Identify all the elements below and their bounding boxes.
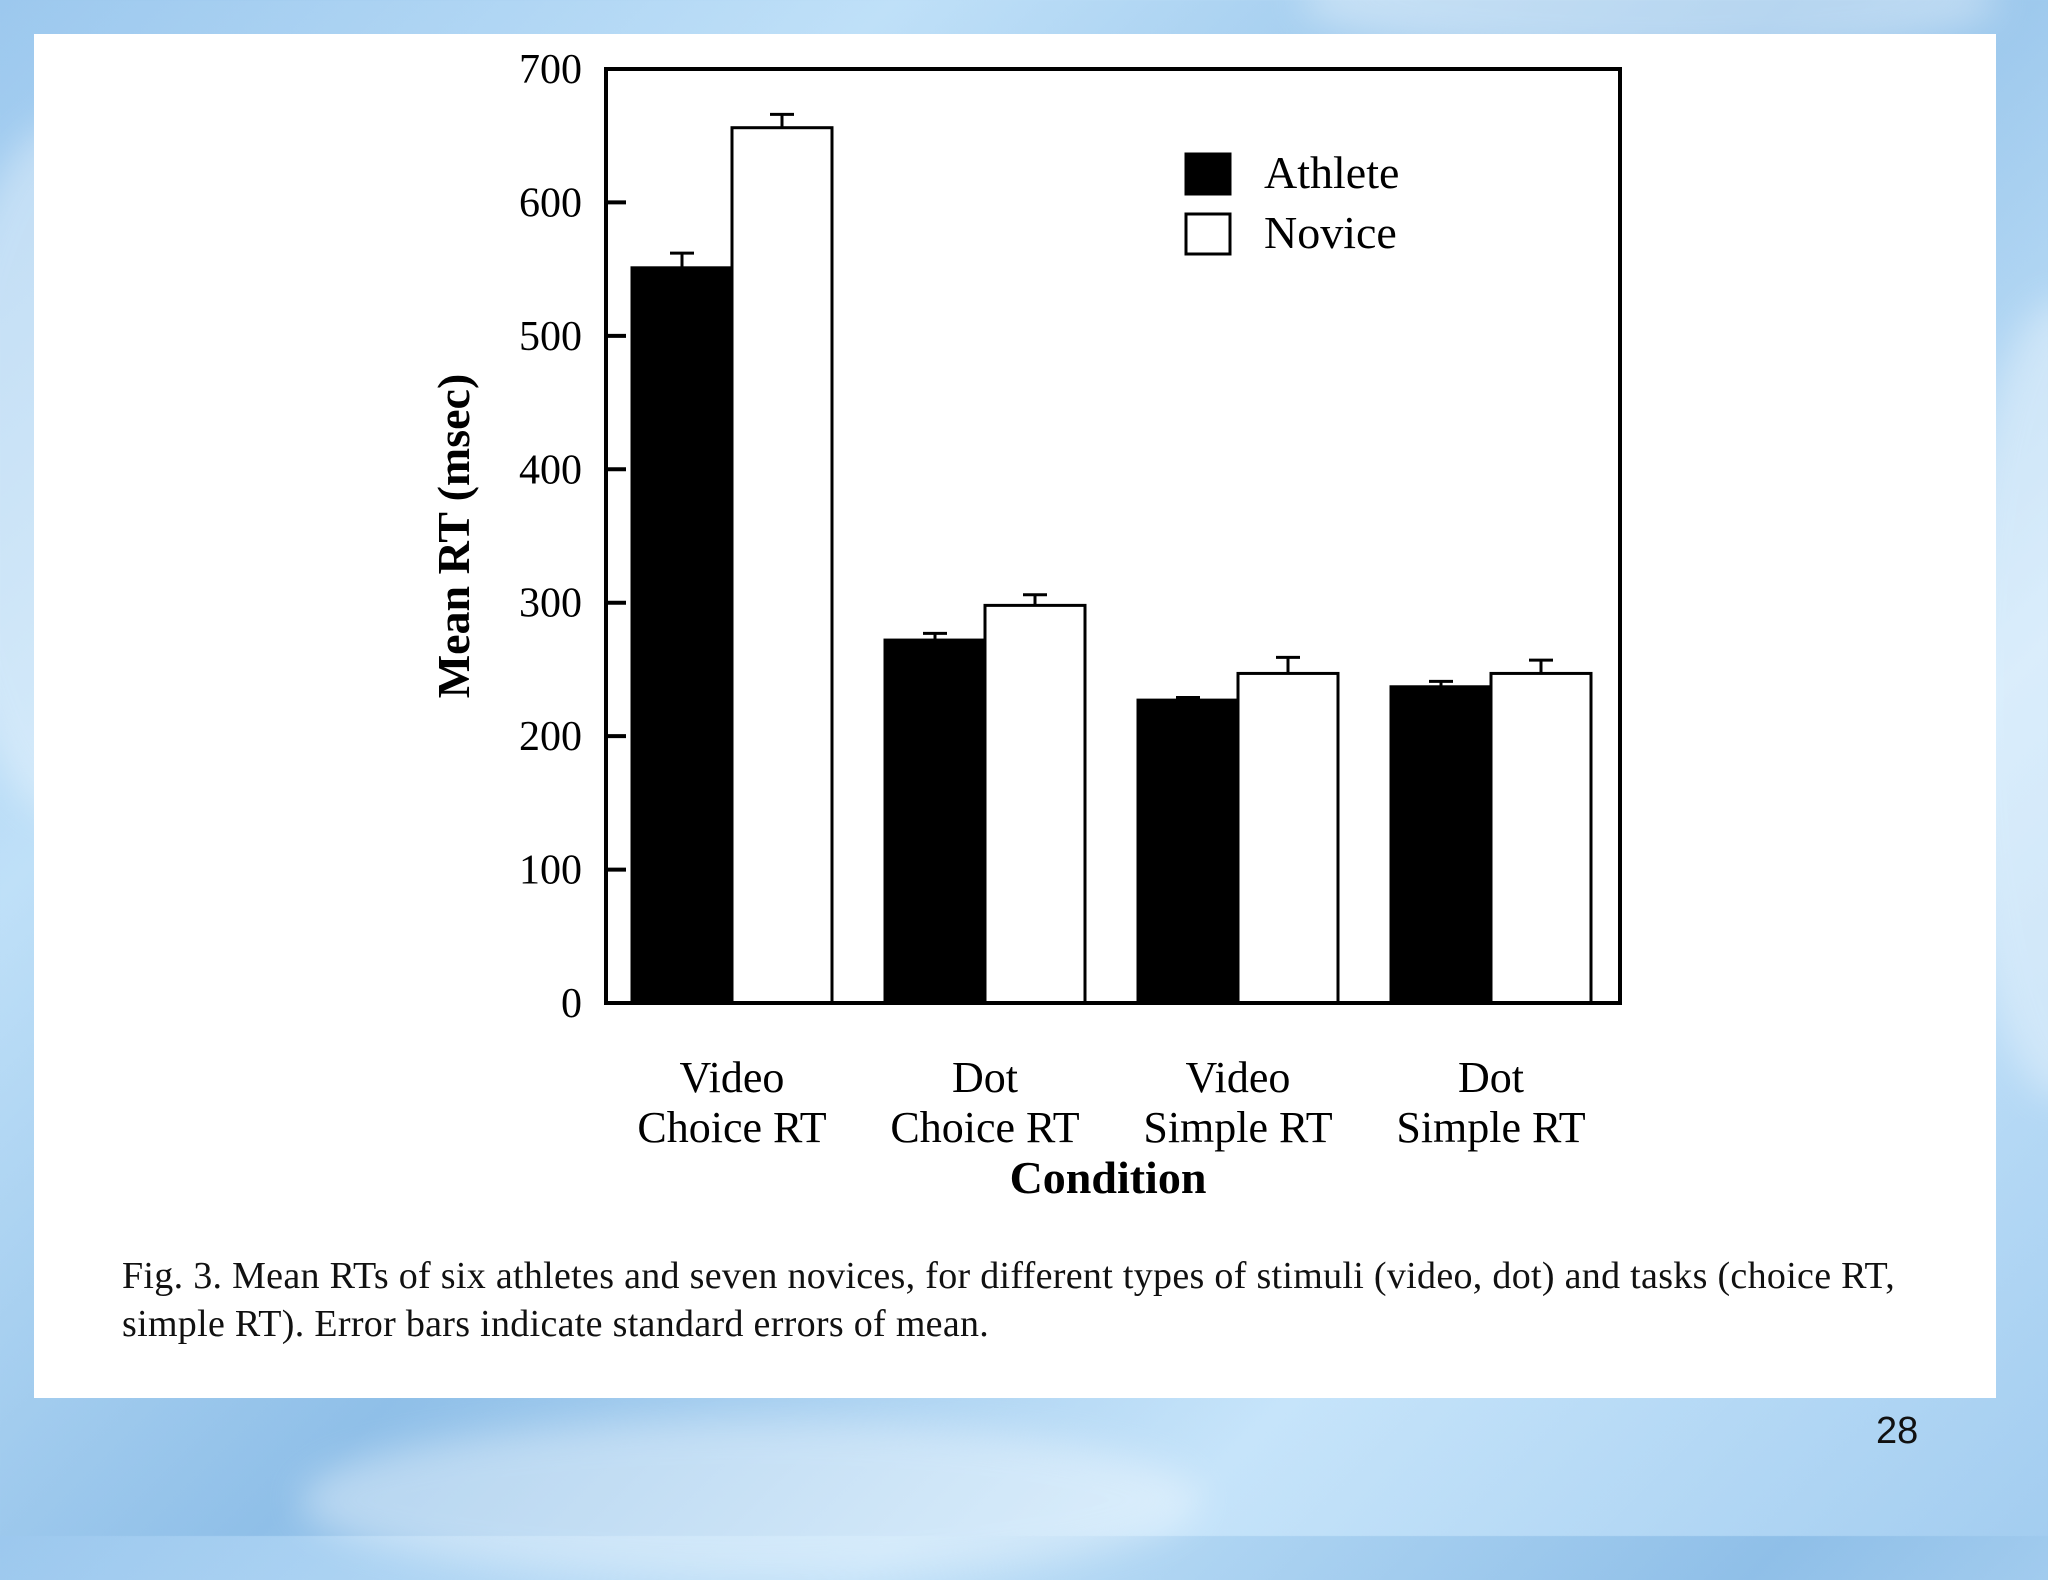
bar-athlete-2: [1136, 698, 1240, 1005]
x-axis-label: Condition: [1010, 1152, 1207, 1203]
y-tick-label: 600: [519, 180, 582, 226]
y-axis-label: Mean RT (msec): [428, 374, 479, 699]
y-tick-label: 400: [519, 447, 582, 493]
y-tick-label: 0: [561, 981, 582, 1027]
y-tick-label: 500: [519, 314, 582, 360]
legend-swatch-novice: [1184, 212, 1232, 256]
x-tick-label: Dot: [952, 1053, 1018, 1102]
x-tick-label: Video: [680, 1053, 785, 1102]
legend: Athlete Novice: [1184, 147, 1399, 258]
bar-athlete-1: [883, 638, 987, 1005]
figure-panel: 0 100 200 300 400 500 600 700 Video Choice RT Dot…: [34, 34, 1996, 1398]
x-tick-label: Simple RT: [1396, 1103, 1585, 1152]
y-tick-label: 200: [519, 714, 582, 760]
plot-frame: [604, 67, 1622, 1005]
y-tick-label: 300: [519, 581, 582, 627]
x-tick-label: Choice RT: [890, 1103, 1079, 1152]
legend-label-novice: Novice: [1264, 207, 1397, 258]
legend-label-athlete: Athlete: [1264, 147, 1399, 198]
x-tick-label: Choice RT: [637, 1103, 826, 1152]
bar-novice-1: [983, 603, 1087, 1005]
slide-number: 28: [1876, 1410, 1919, 1452]
bar-athlete-3: [1389, 685, 1493, 1005]
x-tick-label: Dot: [1458, 1053, 1524, 1102]
x-tick-label: Simple RT: [1143, 1103, 1332, 1152]
legend-swatch-athlete: [1184, 152, 1232, 196]
bar-novice-0: [730, 126, 834, 1005]
y-tick-label: 100: [519, 848, 582, 894]
bar-novice-2: [1236, 671, 1340, 1005]
x-tick-label: Video: [1186, 1053, 1291, 1102]
y-tick-label: 700: [519, 47, 582, 93]
bar-athlete-0: [630, 266, 734, 1005]
bar-novice-3: [1489, 671, 1593, 1005]
figure-caption: Fig. 3. Mean RTs of six athletes and sev…: [122, 1255, 1896, 1345]
